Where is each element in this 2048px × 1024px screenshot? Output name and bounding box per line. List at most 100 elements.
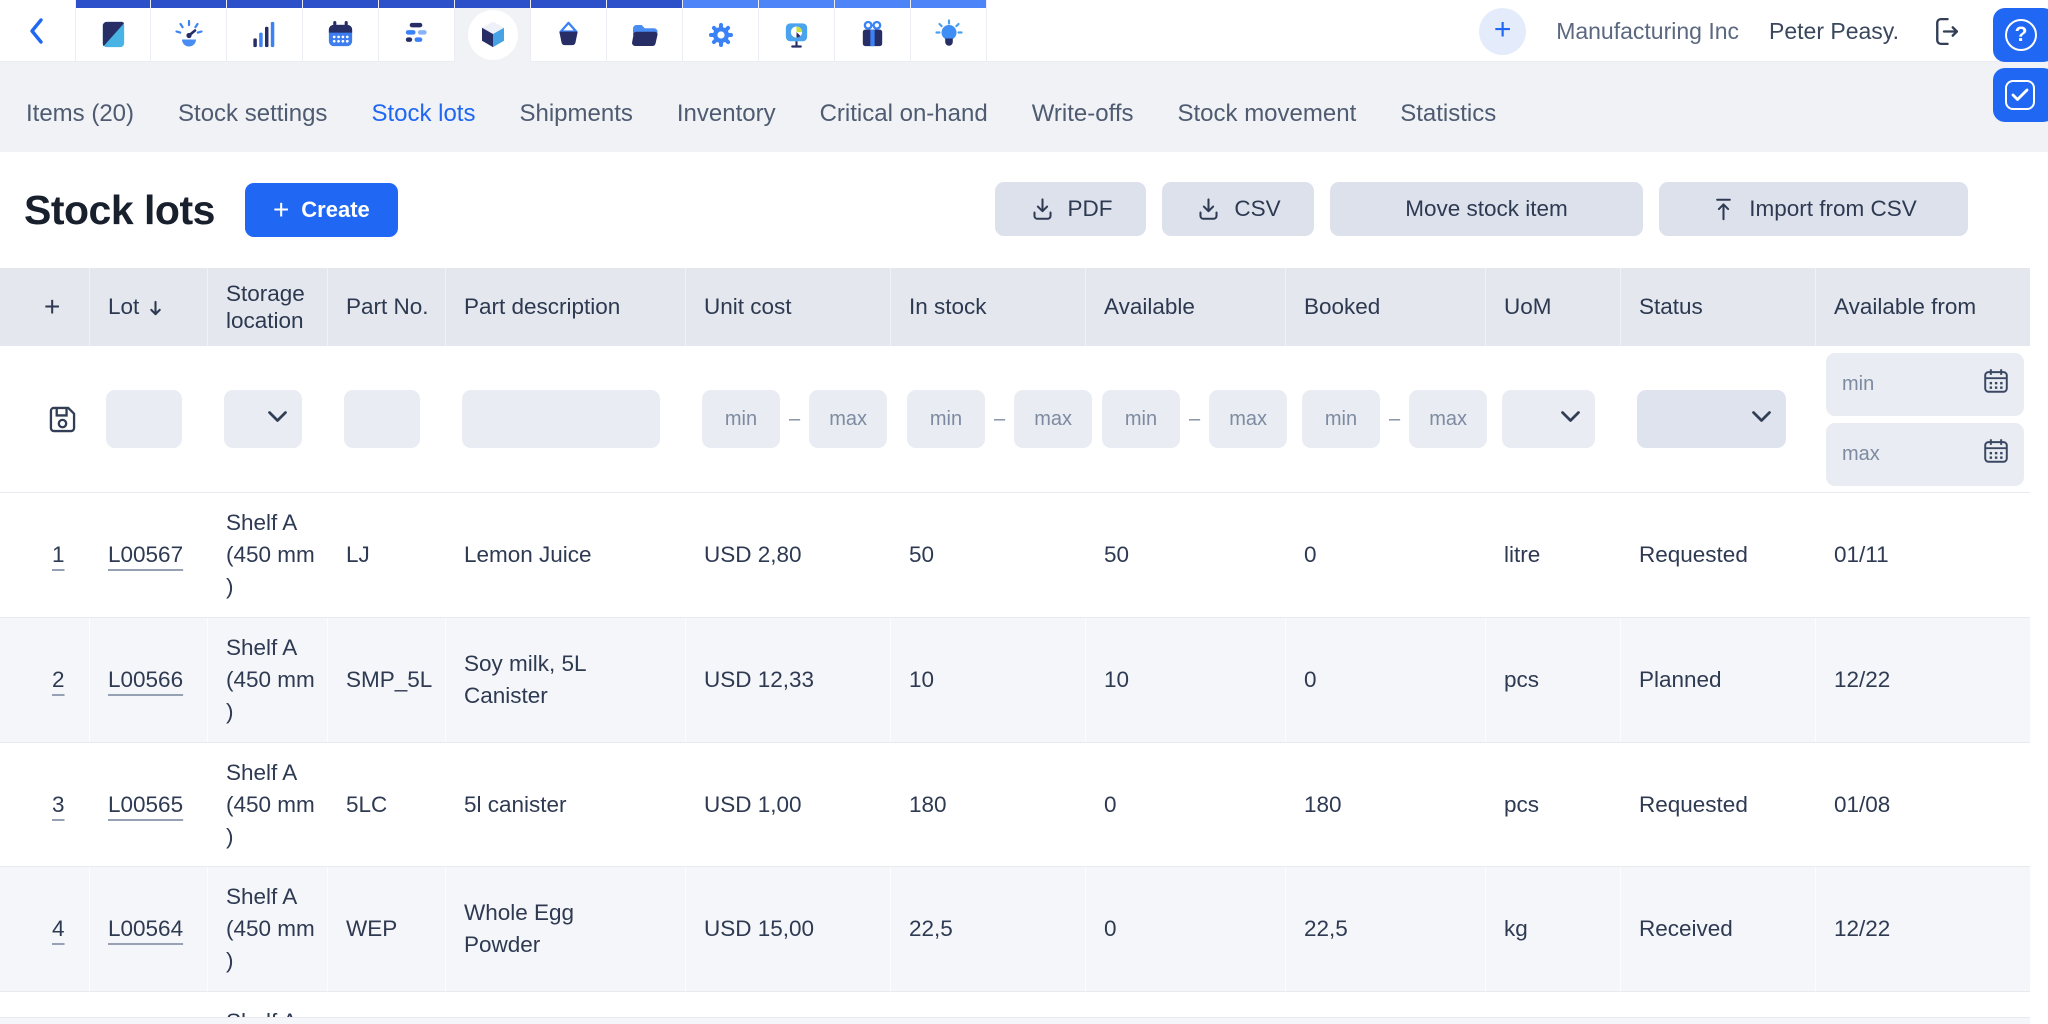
tasks-button[interactable] bbox=[1993, 68, 2048, 122]
lot-link[interactable]: L00564 bbox=[108, 913, 183, 945]
filter-input-lot[interactable] bbox=[106, 390, 182, 448]
filter-cell-status bbox=[1621, 346, 1816, 492]
dashboard-gauge-icon[interactable] bbox=[151, 0, 227, 62]
tab-stock-movement[interactable]: Stock movement bbox=[1178, 100, 1357, 128]
move-stock-item-button[interactable]: Move stock item bbox=[1330, 182, 1643, 236]
document-icon[interactable] bbox=[75, 0, 151, 62]
filter-date-max-available_from[interactable]: max bbox=[1826, 423, 2024, 486]
cell-part_desc: Whole Egg Powder bbox=[446, 867, 686, 991]
filter-min-available[interactable] bbox=[1102, 390, 1180, 448]
col-header-in_stock[interactable]: In stock bbox=[891, 268, 1086, 346]
col-header-lot[interactable]: Lot bbox=[90, 268, 208, 346]
action-button-label: CSV bbox=[1234, 196, 1280, 222]
filter-max-unit_cost[interactable] bbox=[809, 390, 887, 448]
col-header-part_no[interactable]: Part No. bbox=[328, 268, 446, 346]
back-chevron-icon[interactable] bbox=[26, 16, 50, 46]
col-header-label: Storage location bbox=[226, 280, 327, 335]
presentation-icon[interactable] bbox=[759, 0, 835, 62]
range-dash: – bbox=[994, 408, 1005, 431]
row-number-link[interactable]: 1 bbox=[52, 539, 65, 571]
col-header-uom[interactable]: UoM bbox=[1486, 268, 1621, 346]
filter-select-storage[interactable] bbox=[224, 390, 302, 448]
cell-num: 2 bbox=[0, 618, 90, 742]
user-name[interactable]: Peter Peasy. bbox=[1769, 18, 1899, 45]
download-icon bbox=[1195, 196, 1222, 223]
range-dash: – bbox=[1189, 408, 1200, 431]
cell-in_stock: 10 bbox=[891, 618, 1086, 742]
filter-date-min-available_from[interactable]: min bbox=[1826, 353, 2024, 416]
filter-input-part_no[interactable] bbox=[344, 390, 420, 448]
cell-unit_cost: USD 12,33 bbox=[686, 618, 891, 742]
tab-shipments[interactable]: Shipments bbox=[519, 100, 632, 128]
csv-button[interactable]: CSV bbox=[1162, 182, 1314, 236]
filter-cell-available_from: min max bbox=[1816, 346, 2030, 492]
col-header-storage[interactable]: Storage location bbox=[208, 268, 328, 346]
lot-link[interactable]: L00567 bbox=[108, 539, 183, 571]
gift-icon[interactable] bbox=[835, 0, 911, 62]
save-filter-icon[interactable] bbox=[44, 401, 81, 438]
filter-cell-part_desc bbox=[446, 346, 686, 492]
action-button-label: Import from CSV bbox=[1749, 196, 1917, 222]
col-header-part_desc[interactable]: Part description bbox=[446, 268, 686, 346]
col-header-num[interactable]: + bbox=[0, 268, 90, 346]
tab-stock-settings[interactable]: Stock settings bbox=[178, 100, 327, 128]
col-header-label: Available bbox=[1104, 293, 1195, 320]
settings-gear-icon[interactable] bbox=[683, 0, 759, 62]
cell-available_from: 12/22 bbox=[1816, 618, 2030, 742]
stock-cube-icon[interactable] bbox=[455, 0, 531, 62]
col-header-unit_cost[interactable]: Unit cost bbox=[686, 268, 891, 346]
tab-critical-on-hand[interactable]: Critical on-hand bbox=[820, 100, 988, 128]
help-button[interactable]: ? bbox=[1993, 8, 2048, 62]
import-from-csv-button[interactable]: Import from CSV bbox=[1659, 182, 1968, 236]
tab-items-20[interactable]: Items (20) bbox=[26, 100, 134, 128]
cell-part_desc: 5l canister bbox=[446, 743, 686, 867]
row-number-link[interactable]: 2 bbox=[52, 664, 65, 696]
row-number-link[interactable]: 3 bbox=[52, 789, 65, 821]
tab-statistics[interactable]: Statistics bbox=[1400, 100, 1496, 128]
filter-min-in_stock[interactable] bbox=[907, 390, 985, 448]
row-number-link[interactable]: 4 bbox=[52, 913, 65, 945]
logout-icon[interactable] bbox=[1929, 15, 1962, 48]
col-header-available_from[interactable]: Available from bbox=[1816, 268, 2030, 346]
idea-bulb-icon[interactable] bbox=[911, 0, 987, 62]
col-header-label: UoM bbox=[1504, 293, 1552, 320]
tab-write-offs[interactable]: Write-offs bbox=[1032, 100, 1134, 128]
filter-cell-in_stock: – bbox=[891, 346, 1086, 492]
cell-available: 0 bbox=[1086, 867, 1286, 991]
chevron-down-icon bbox=[1751, 410, 1772, 428]
filter-select-status[interactable] bbox=[1637, 390, 1786, 448]
sort-desc-icon[interactable] bbox=[148, 299, 163, 318]
quick-add-button[interactable]: + bbox=[1479, 8, 1526, 55]
col-header-status[interactable]: Status bbox=[1621, 268, 1816, 346]
tab-inventory[interactable]: Inventory bbox=[677, 100, 776, 128]
cell-status: Requested bbox=[1621, 743, 1816, 867]
filter-input-part_desc[interactable] bbox=[462, 390, 660, 448]
filter-cell-unit_cost: – bbox=[686, 346, 891, 492]
lot-link[interactable]: L00566 bbox=[108, 664, 183, 696]
filter-max-available[interactable] bbox=[1209, 390, 1287, 448]
vertical-scrollbar[interactable] bbox=[2030, 268, 2048, 1024]
filter-select-uom[interactable] bbox=[1502, 390, 1595, 448]
filter-min-booked[interactable] bbox=[1302, 390, 1380, 448]
col-header-available[interactable]: Available bbox=[1086, 268, 1286, 346]
next-row-peek bbox=[0, 1017, 2030, 1024]
filter-max-in_stock[interactable] bbox=[1014, 390, 1092, 448]
cell-part_no: WEP bbox=[328, 867, 446, 991]
table-row: 1L00567Shelf A (450 mm )LJLemon JuiceUSD… bbox=[0, 492, 2030, 617]
pdf-button[interactable]: PDF bbox=[995, 182, 1146, 236]
filter-max-booked[interactable] bbox=[1409, 390, 1487, 448]
filter-min-unit_cost[interactable] bbox=[702, 390, 780, 448]
lot-link[interactable]: L00565 bbox=[108, 789, 183, 821]
cell-booked: 22,5 bbox=[1286, 867, 1486, 991]
folder-icon[interactable] bbox=[607, 0, 683, 62]
calendar-icon[interactable] bbox=[303, 0, 379, 62]
tab-stock-lots[interactable]: Stock lots bbox=[371, 100, 475, 128]
bar-chart-icon[interactable] bbox=[227, 0, 303, 62]
gantt-icon[interactable] bbox=[379, 0, 455, 62]
table-actions: PDF CSV Move stock item Import from CSV bbox=[995, 182, 1968, 236]
create-button[interactable]: + Create bbox=[245, 183, 398, 237]
app-launcher-strip bbox=[75, 0, 987, 62]
basket-icon[interactable] bbox=[531, 0, 607, 62]
page-title: Stock lots bbox=[24, 187, 215, 234]
col-header-booked[interactable]: Booked bbox=[1286, 268, 1486, 346]
